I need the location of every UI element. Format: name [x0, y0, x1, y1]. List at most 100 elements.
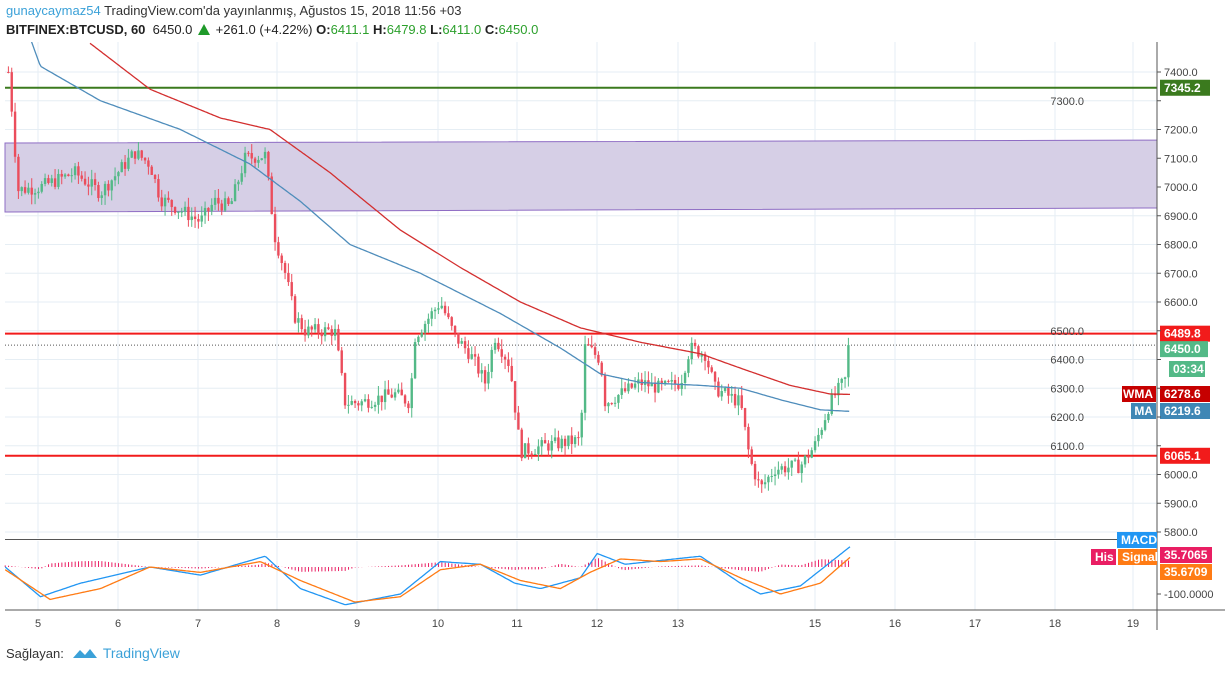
macd-title-tag-bg — [1117, 532, 1157, 548]
signal-value-tag-bg — [1160, 564, 1212, 580]
candle-up — [373, 404, 377, 407]
y-tick-label: 5800.0 — [1164, 527, 1198, 539]
candle-up — [840, 378, 843, 383]
candle-down — [17, 156, 20, 192]
candle-down — [557, 437, 560, 449]
candle-down — [187, 206, 190, 221]
candle-up — [210, 204, 213, 212]
y-tick-label: 6700.0 — [1164, 268, 1198, 280]
candle-up — [37, 191, 40, 194]
candle-down — [197, 219, 200, 222]
candle-up — [33, 193, 37, 195]
level-price-tag: 6065.1 — [1164, 449, 1201, 463]
last-price: 6450.0 — [152, 22, 193, 37]
candle-up — [830, 393, 833, 414]
candle-down — [270, 176, 273, 215]
candle-down — [220, 203, 223, 211]
publish-info: gunaycaymaz54 TradingView.com'da yayınla… — [6, 3, 462, 18]
wma-name-tag: WMA — [1123, 387, 1153, 401]
candle-down — [293, 296, 297, 323]
y-tick-label: 6500.0 — [1050, 326, 1084, 338]
candle-down — [273, 214, 277, 243]
candle-down — [477, 356, 480, 374]
candle-down — [403, 395, 407, 404]
histogram-name-tag: His — [1095, 550, 1114, 564]
tradingview-link[interactable]: TradingView — [72, 645, 180, 661]
candle-down — [390, 394, 393, 398]
candle-up — [137, 150, 140, 159]
author-link[interactable]: gunaycaymaz54 — [6, 3, 101, 18]
candle-down — [677, 384, 680, 389]
candle-up — [110, 180, 113, 191]
candle-up — [223, 198, 227, 211]
candle-up — [550, 440, 553, 451]
candle-up — [200, 215, 203, 222]
candle-down — [453, 325, 457, 334]
candle-down — [447, 313, 450, 318]
candle-up — [820, 429, 823, 435]
candle-up — [323, 327, 327, 337]
candles — [7, 66, 850, 493]
candle-up — [437, 308, 440, 310]
price-chart[interactable]: 7345.2 6489.8 6065.1 6450.0 03:34 6278.6 WMA 62… — [0, 0, 1225, 640]
x-tick-label: 17 — [969, 618, 981, 630]
candle-down — [577, 437, 580, 439]
candle-up — [127, 157, 130, 169]
candle-up — [113, 176, 117, 181]
candle-up — [313, 324, 317, 330]
candle-down — [290, 282, 293, 297]
wma-value-tag: 6278.6 — [1164, 387, 1201, 401]
open-value: 6411.1 — [330, 22, 370, 37]
candle-up — [617, 394, 620, 403]
candle-up — [687, 359, 690, 373]
candle-down — [513, 381, 517, 413]
candle-up — [203, 207, 207, 216]
candle-up — [427, 318, 430, 324]
candle-up — [420, 332, 423, 337]
candle-up — [487, 371, 490, 384]
candle-up — [607, 403, 610, 407]
candle-down — [463, 341, 467, 349]
candle-down — [160, 197, 163, 207]
candle-up — [817, 434, 820, 442]
candle-down — [597, 354, 600, 363]
ma-name-tag-bg — [1131, 403, 1156, 419]
candle-down — [693, 342, 697, 347]
x-tick-label: 11 — [511, 618, 522, 630]
candle-up — [423, 323, 427, 333]
candle-up — [190, 216, 193, 221]
candle-up — [213, 197, 217, 205]
candle-up — [730, 393, 733, 396]
candle-down — [80, 175, 83, 179]
candle-down — [610, 403, 613, 405]
candle-down — [157, 179, 160, 198]
candle-down — [357, 403, 360, 406]
candle-up — [553, 437, 557, 441]
candle-up — [540, 440, 543, 447]
candle-up — [790, 460, 793, 468]
candle-down — [570, 435, 573, 445]
candle-down — [547, 443, 550, 451]
ma-value-tag-bg — [1160, 403, 1210, 419]
candle-up — [230, 201, 233, 204]
candle-up — [103, 183, 107, 196]
wma-value-tag-bg — [1160, 386, 1210, 402]
candle-down — [603, 375, 607, 407]
candle-up — [470, 354, 473, 359]
wma-name-tag-bg — [1122, 386, 1156, 402]
candle-up — [770, 476, 773, 478]
candle-down — [287, 272, 290, 283]
candle-up — [627, 383, 630, 392]
candle-up — [573, 437, 577, 445]
candle-up — [40, 183, 43, 192]
candle-down — [527, 443, 530, 454]
candle-down — [483, 370, 487, 384]
candle-up — [670, 380, 673, 382]
candle-up — [73, 166, 77, 176]
histogram-name-tag-bg — [1091, 549, 1116, 565]
y-tick-label: 7000.0 — [1164, 182, 1198, 194]
candle-up — [240, 173, 243, 182]
candle-up — [583, 344, 587, 413]
y-tick-label: 6600.0 — [1164, 297, 1198, 309]
x-tick-label: 15 — [809, 618, 821, 630]
